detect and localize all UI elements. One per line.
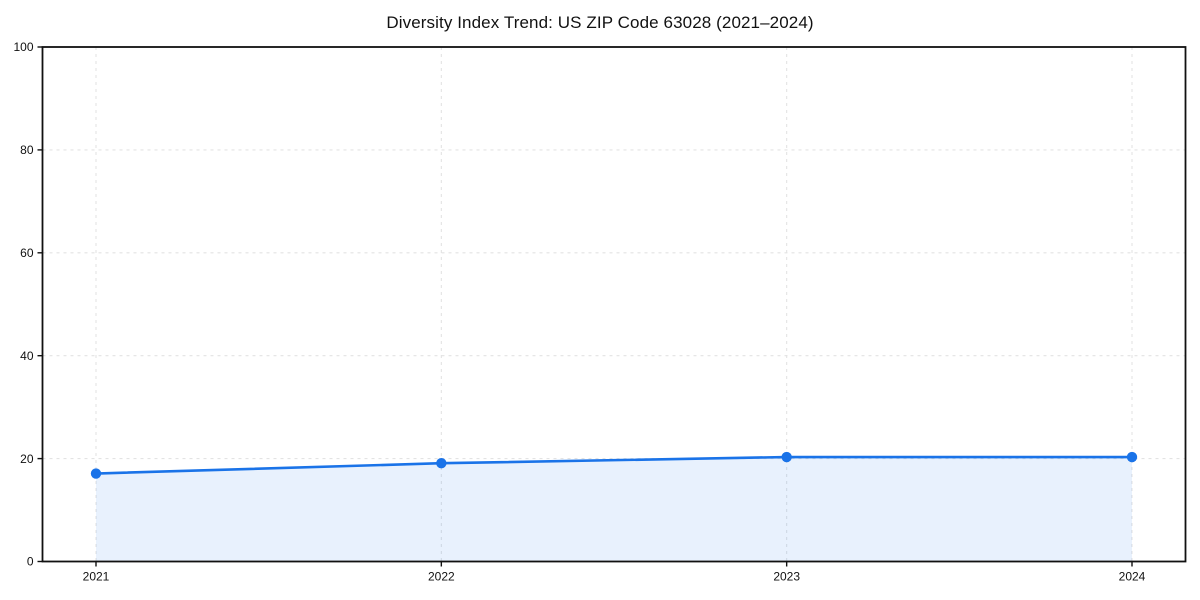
y-tick-label: 100 [13,40,33,54]
trend-line [94,455,1134,475]
x-tick-label: 2024 [1119,570,1146,584]
y-tick-label: 40 [20,349,34,363]
y-tick-label: 20 [20,452,34,466]
x-tick-label: 2023 [773,570,800,584]
x-tick-label: 2022 [428,570,455,584]
y-tick-label: 80 [20,143,34,157]
chart-title: Diversity Index Trend: US ZIP Code 63028… [386,13,814,32]
area-fill [96,457,1132,562]
data-point-marker-2024 [1126,451,1138,463]
data-point-marker-2022 [436,458,447,469]
data-point-marker-2021 [90,468,102,479]
data-point-marker-2023 [781,451,792,463]
x-tick-label: 2021 [83,570,110,584]
y-tick-label: 0 [27,555,34,569]
y-tick-label: 60 [20,246,34,260]
plot-border [41,46,1187,563]
